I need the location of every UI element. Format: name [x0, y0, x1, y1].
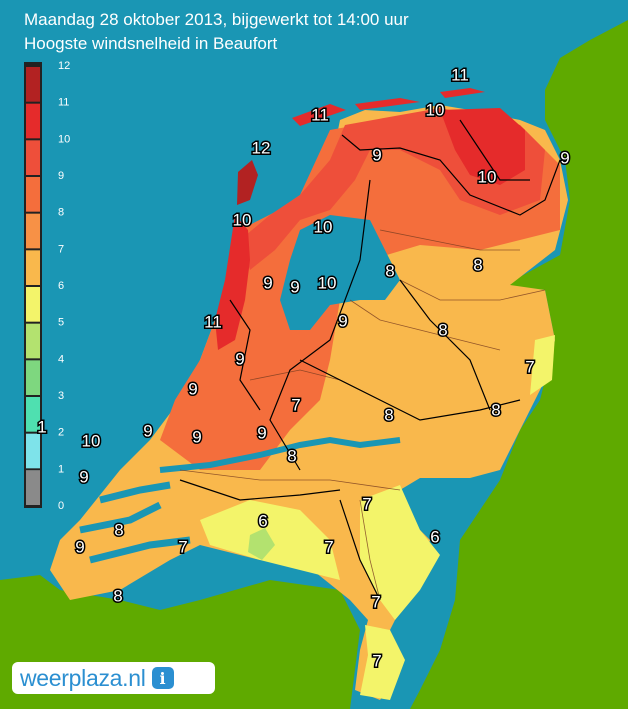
label-friesland-9-east: 9	[560, 149, 569, 168]
weerplaza-logo[interactable]: weerplaza.nl i	[12, 662, 215, 694]
label-gelderland-8: 8	[384, 406, 393, 425]
label-overijssel-8b: 8	[438, 321, 447, 340]
legend-tick-6: 6	[58, 280, 64, 292]
zone-11-north	[440, 108, 525, 185]
label-limburg-7: 7	[371, 593, 380, 612]
legend-swatch-8	[26, 213, 40, 249]
label-gelderland-7: 7	[291, 396, 300, 415]
legend-tick-3: 3	[58, 390, 64, 402]
page-subtitle: Hoogste windsnelheid in Beaufort	[24, 34, 278, 53]
zone-6-limburg	[360, 625, 405, 700]
label-wadden-11-left: 11	[311, 106, 329, 125]
label-waal-9: 9	[257, 424, 266, 443]
legend-swatch-5	[26, 323, 40, 359]
legend-tick-11: 11	[58, 97, 69, 109]
legend-tick-10: 10	[58, 133, 70, 145]
label-drenthe-8: 8	[385, 262, 394, 281]
label-sea-1: 1	[37, 418, 46, 437]
legend-swatch-9	[26, 177, 40, 212]
label-overijssel-8: 8	[473, 256, 482, 275]
label-brabant-7: 7	[362, 495, 371, 514]
label-zeeland-8: 8	[114, 521, 123, 540]
legend-tick-12: 12	[58, 60, 70, 72]
label-wadden-11-right: 11	[451, 66, 469, 85]
label-utrecht-9: 9	[235, 350, 244, 369]
legend-tick-9: 9	[58, 170, 64, 182]
legend-tick-7: 7	[58, 243, 64, 255]
province-borders	[179, 229, 546, 601]
schiermonnikoog-island	[440, 88, 485, 98]
label-zeeland-9: 9	[75, 538, 84, 557]
zone-5-core	[248, 528, 275, 560]
legend-swatch-4	[26, 360, 40, 395]
legend-swatch-12	[26, 67, 40, 102]
label-brabant-6: 6	[258, 512, 267, 531]
legend-tick-4: 4	[58, 353, 64, 365]
foreign-land-east	[410, 20, 628, 709]
legend-tick-0: 0	[58, 500, 64, 512]
legend-swatch-0	[26, 470, 40, 505]
terschelling-island	[355, 98, 420, 110]
label-zh-9b: 9	[143, 422, 152, 441]
label-ijssel-9: 9	[290, 278, 299, 297]
legend-swatch-10	[26, 140, 40, 175]
label-twente-7: 7	[525, 358, 534, 377]
label-zeeland-8b: 8	[113, 587, 122, 606]
label-brabant-7b: 7	[324, 538, 333, 557]
legend-swatch-6	[26, 287, 40, 322]
legend-tick-5: 5	[58, 317, 64, 329]
zone-11-coast	[215, 215, 250, 350]
label-flevo-9: 9	[338, 312, 347, 331]
label-wadden-10: 10	[426, 101, 445, 120]
label-texel-12: 12	[252, 139, 271, 158]
value-labels: 11 10 11 12 9 10 9 10 10 11 9 9 10 8 8 9…	[36, 64, 571, 672]
ijsselmeer	[280, 215, 400, 330]
label-sea-9: 9	[79, 468, 88, 487]
vlieland-island	[292, 104, 346, 126]
legend-tick-8: 8	[58, 207, 64, 219]
legend-swatch-11	[26, 103, 40, 139]
texel-island	[237, 160, 258, 205]
legend-tick-2: 2	[58, 427, 64, 439]
legend-swatch-2	[26, 433, 40, 469]
info-icon: i	[151, 667, 174, 689]
label-zeeland-7: 7	[178, 538, 187, 557]
label-zh-9: 9	[188, 380, 197, 399]
label-rivier-8: 8	[287, 447, 296, 466]
legend-swatch-7	[26, 250, 40, 285]
isolines	[179, 119, 561, 601]
label-achterhoek-8: 8	[491, 401, 500, 420]
delta-channels	[79, 481, 191, 564]
zone-6-twente	[530, 335, 555, 395]
legend-swatch-3	[26, 397, 40, 432]
label-nh-9: 9	[263, 274, 272, 293]
label-groningen-10: 10	[478, 168, 497, 187]
label-nh-coast-11: 11	[204, 313, 222, 332]
label-sea-10: 10	[82, 432, 101, 451]
label-nh-10-north: 10	[233, 211, 252, 230]
legend-tick-1: 1	[58, 463, 64, 475]
label-limburg-7b: 7	[372, 652, 381, 671]
label-zh-9c: 9	[192, 428, 201, 447]
river-waal	[159, 436, 401, 473]
label-limburg-6: 6	[430, 528, 439, 547]
page-title: Maandag 28 oktober 2013, bijgewerkt tot …	[24, 10, 409, 29]
label-ijssel-10: 10	[314, 218, 333, 237]
zone-6-east	[360, 485, 440, 620]
label-ijssel-10b: 10	[318, 274, 337, 293]
label-groningen-9: 9	[372, 146, 381, 165]
logo-text: weerplaza.nl	[20, 664, 146, 691]
